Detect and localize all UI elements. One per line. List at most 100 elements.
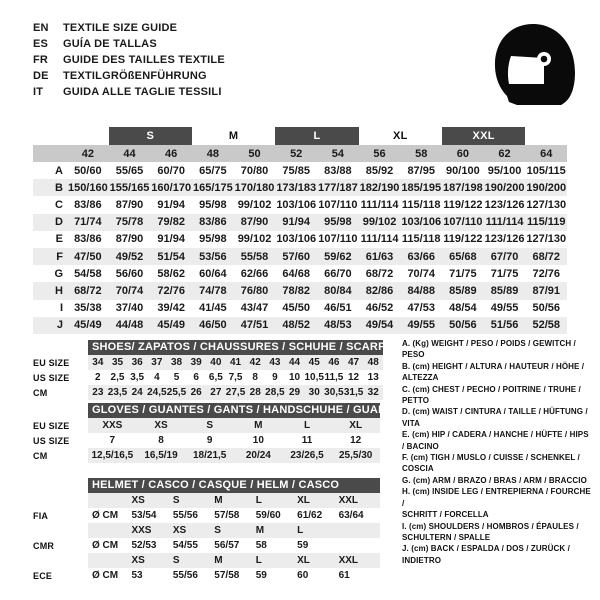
shoes-title: SHOES/ ZAPATOS / CHAUSSURES / SCHUHE / S…	[88, 340, 383, 355]
gloves-row-label: CM	[33, 450, 48, 461]
shoes-row-body: 2 2,5 3,5 4 5 6 6,5 7,5 8 9 10 10,5 11,5 12 13	[88, 370, 383, 385]
measurement-cell: 71/75	[449, 267, 477, 280]
measurement-cell: 48/53	[324, 319, 352, 332]
measurement-cell: 75/85	[282, 164, 310, 177]
measurement-cell: 83/86	[74, 233, 102, 246]
shoes-size-cell: 46	[328, 357, 340, 368]
language-row: ES GUÍA DE TALLAS	[33, 38, 225, 54]
gloves-size-cell: M	[254, 420, 263, 431]
measurement-cell: 83/86	[74, 198, 102, 211]
helmet-size-row: XXS XS S M L	[33, 523, 380, 538]
shoes-size-cell: 30,5	[324, 387, 344, 398]
measurement-cell: 65/68	[449, 250, 477, 263]
shoes-size-cell: 26	[190, 387, 202, 398]
helmet-value-cell: 53	[131, 570, 143, 581]
shoes-size-cell: 10	[288, 372, 301, 383]
helmet-size-row-spacer	[33, 493, 88, 508]
legend-line: E. (cm) HIP / CADERA / HANCHE / HÜFTE / …	[402, 430, 589, 451]
shoes-row-body: 23 23,5 24 24,5 25,5 26 27 27,5 28 28,5 29 30 30,5 31…	[88, 385, 383, 400]
helmet-standard-label: CMR	[33, 540, 55, 551]
shoes-size-cell: 11,5	[324, 372, 344, 383]
textile-size-table: S M L XL XXL 42 44 46 48 50 52 54 56 58 60 62 64 A 50/60…	[33, 127, 567, 334]
gloves-row-label: US SIZE	[33, 435, 70, 446]
helmet-size-cell: M	[214, 555, 223, 566]
size-band-m: M	[228, 130, 239, 142]
shoes-size-cell: 29	[288, 387, 301, 398]
helmet-size-cell	[339, 523, 380, 538]
measurement-cell: 46/50	[199, 319, 227, 332]
measurement-cell: 56/60	[115, 267, 144, 280]
helmet-value-cell: 63/64	[338, 510, 364, 521]
measurement-cell: 83/86	[199, 216, 227, 229]
helmet-unit-spacer	[88, 493, 131, 508]
measurement-cell: 107/110	[318, 233, 358, 246]
shoes-row-label: US SIZE	[33, 372, 70, 383]
measurement-cell: 75/78	[115, 216, 144, 229]
helmet-value-cell: 52/53	[131, 540, 157, 551]
language-label: TEXTILGRÖßENFÜHRUNG	[63, 70, 207, 82]
measurement-cell: 44/48	[115, 319, 144, 332]
measurement-cell: 87/95	[407, 164, 435, 177]
helmet-value-cell: 55/56	[172, 570, 198, 581]
shoes-row-body: 34 35 36 37 38 39 40 41 42 43 44 45 46 47 48	[88, 355, 383, 370]
language-code: DE	[33, 70, 49, 82]
language-code: IT	[33, 86, 44, 98]
gloves-size-cell: 12	[350, 435, 362, 446]
measurement-cell: 37/40	[115, 302, 144, 315]
measurement-cell: 95/98	[324, 216, 352, 229]
shoes-size-cell: 23,5	[107, 387, 128, 398]
helmet-size-cell: XS	[172, 525, 187, 536]
shoes-size-cell: 13	[367, 372, 379, 383]
helmet-size-cell: L	[255, 555, 262, 566]
helmet-size-cell: L	[297, 525, 304, 536]
shoes-title-spacer	[33, 340, 88, 355]
table-row: D 71/74 75/78 79/82 83/86 87/90 91/94 95/98 99/1…	[33, 213, 567, 231]
gloves-row: EU SIZE XXS XS S M L XL	[33, 418, 380, 433]
measurement-cell: 87/90	[240, 216, 269, 229]
helmet-value-row: ECE Ø CM 53 55/56 57/58 59 60 61	[33, 568, 380, 583]
shoes-size-cell: 27	[210, 387, 222, 398]
shoes-section: SHOES/ ZAPATOS / CHAUSSURES / SCHUHE / S…	[33, 340, 383, 400]
legend-line: I. (cm) SHOULDERS / HOMBROS / ÉPAULES /	[402, 521, 579, 531]
shoes-size-cell: 34	[92, 357, 104, 368]
table-row: B 150/160 155/165 160/170 165/175 170/180 173/…	[33, 179, 567, 197]
measurement-cell: 72/76	[157, 284, 185, 297]
legend-line: F. (cm) TIGH / MUSLO / CUISSE / SCHENKEL…	[402, 453, 580, 474]
measurement-cell: 177/187	[317, 181, 358, 194]
measurement-cell: 57/60	[282, 250, 310, 263]
measurement-cell: 65/75	[199, 164, 227, 177]
gloves-size-cell: 18/21,5	[192, 450, 227, 461]
measurement-cell: 60/64	[199, 267, 227, 280]
measurement-cell: 85/89	[490, 284, 519, 297]
measurement-cell: 85/92	[365, 164, 394, 177]
measurement-legend: A. (Kg) WEIGHT / PESO / POIDS / GEWITCH …	[402, 338, 592, 566]
size-number-cell: 48	[206, 147, 219, 160]
legend-line: G. (cm) ARM / BRAZO / BRAS / ARM / BRACC…	[402, 475, 587, 485]
helmet-size-cell: XXS	[131, 525, 152, 536]
helmet-size-cell: XXL	[338, 555, 359, 566]
measurement-cell: 41/45	[199, 302, 227, 315]
helmet-size-cell: XS	[131, 555, 145, 566]
size-number-cell: 58	[415, 147, 428, 160]
measurement-cell: 99/102	[237, 233, 272, 246]
helmet-title-spacer	[33, 478, 88, 493]
row-label-b: B	[55, 181, 63, 194]
measurement-cell: 53/56	[199, 250, 227, 263]
shoes-size-cell: 6,5	[208, 372, 223, 383]
size-band-xxl: XXL	[441, 127, 526, 145]
row-label-e: E	[55, 233, 63, 246]
gloves-rows: EU SIZE XXS XS S M L XL US SIZE 7 8 9 10 11 12 CM 12,5/…	[33, 418, 380, 463]
gloves-row-label: EU SIZE	[33, 420, 70, 431]
gloves-title: GLOVES / GUANTES / GANTS / HANDSCHUHE / …	[88, 403, 380, 418]
measurement-cell: 190/200	[526, 181, 567, 194]
measurement-cell: 49/55	[490, 302, 519, 315]
measurement-cell: 91/94	[157, 233, 185, 246]
helmet-value-row: CMR Ø CM 52/53 54/55 56/57 58 59	[33, 538, 380, 553]
helmet-value-cell: 61	[338, 570, 350, 581]
measurement-cell: 50/60	[74, 164, 102, 177]
measurement-cell: 123/126	[484, 233, 525, 246]
measurement-cell: 49/52	[115, 250, 144, 263]
measurement-cell: 58/62	[157, 267, 185, 280]
shoes-size-cell: 24,5	[147, 387, 167, 398]
measurement-cell: 54/58	[74, 267, 102, 280]
